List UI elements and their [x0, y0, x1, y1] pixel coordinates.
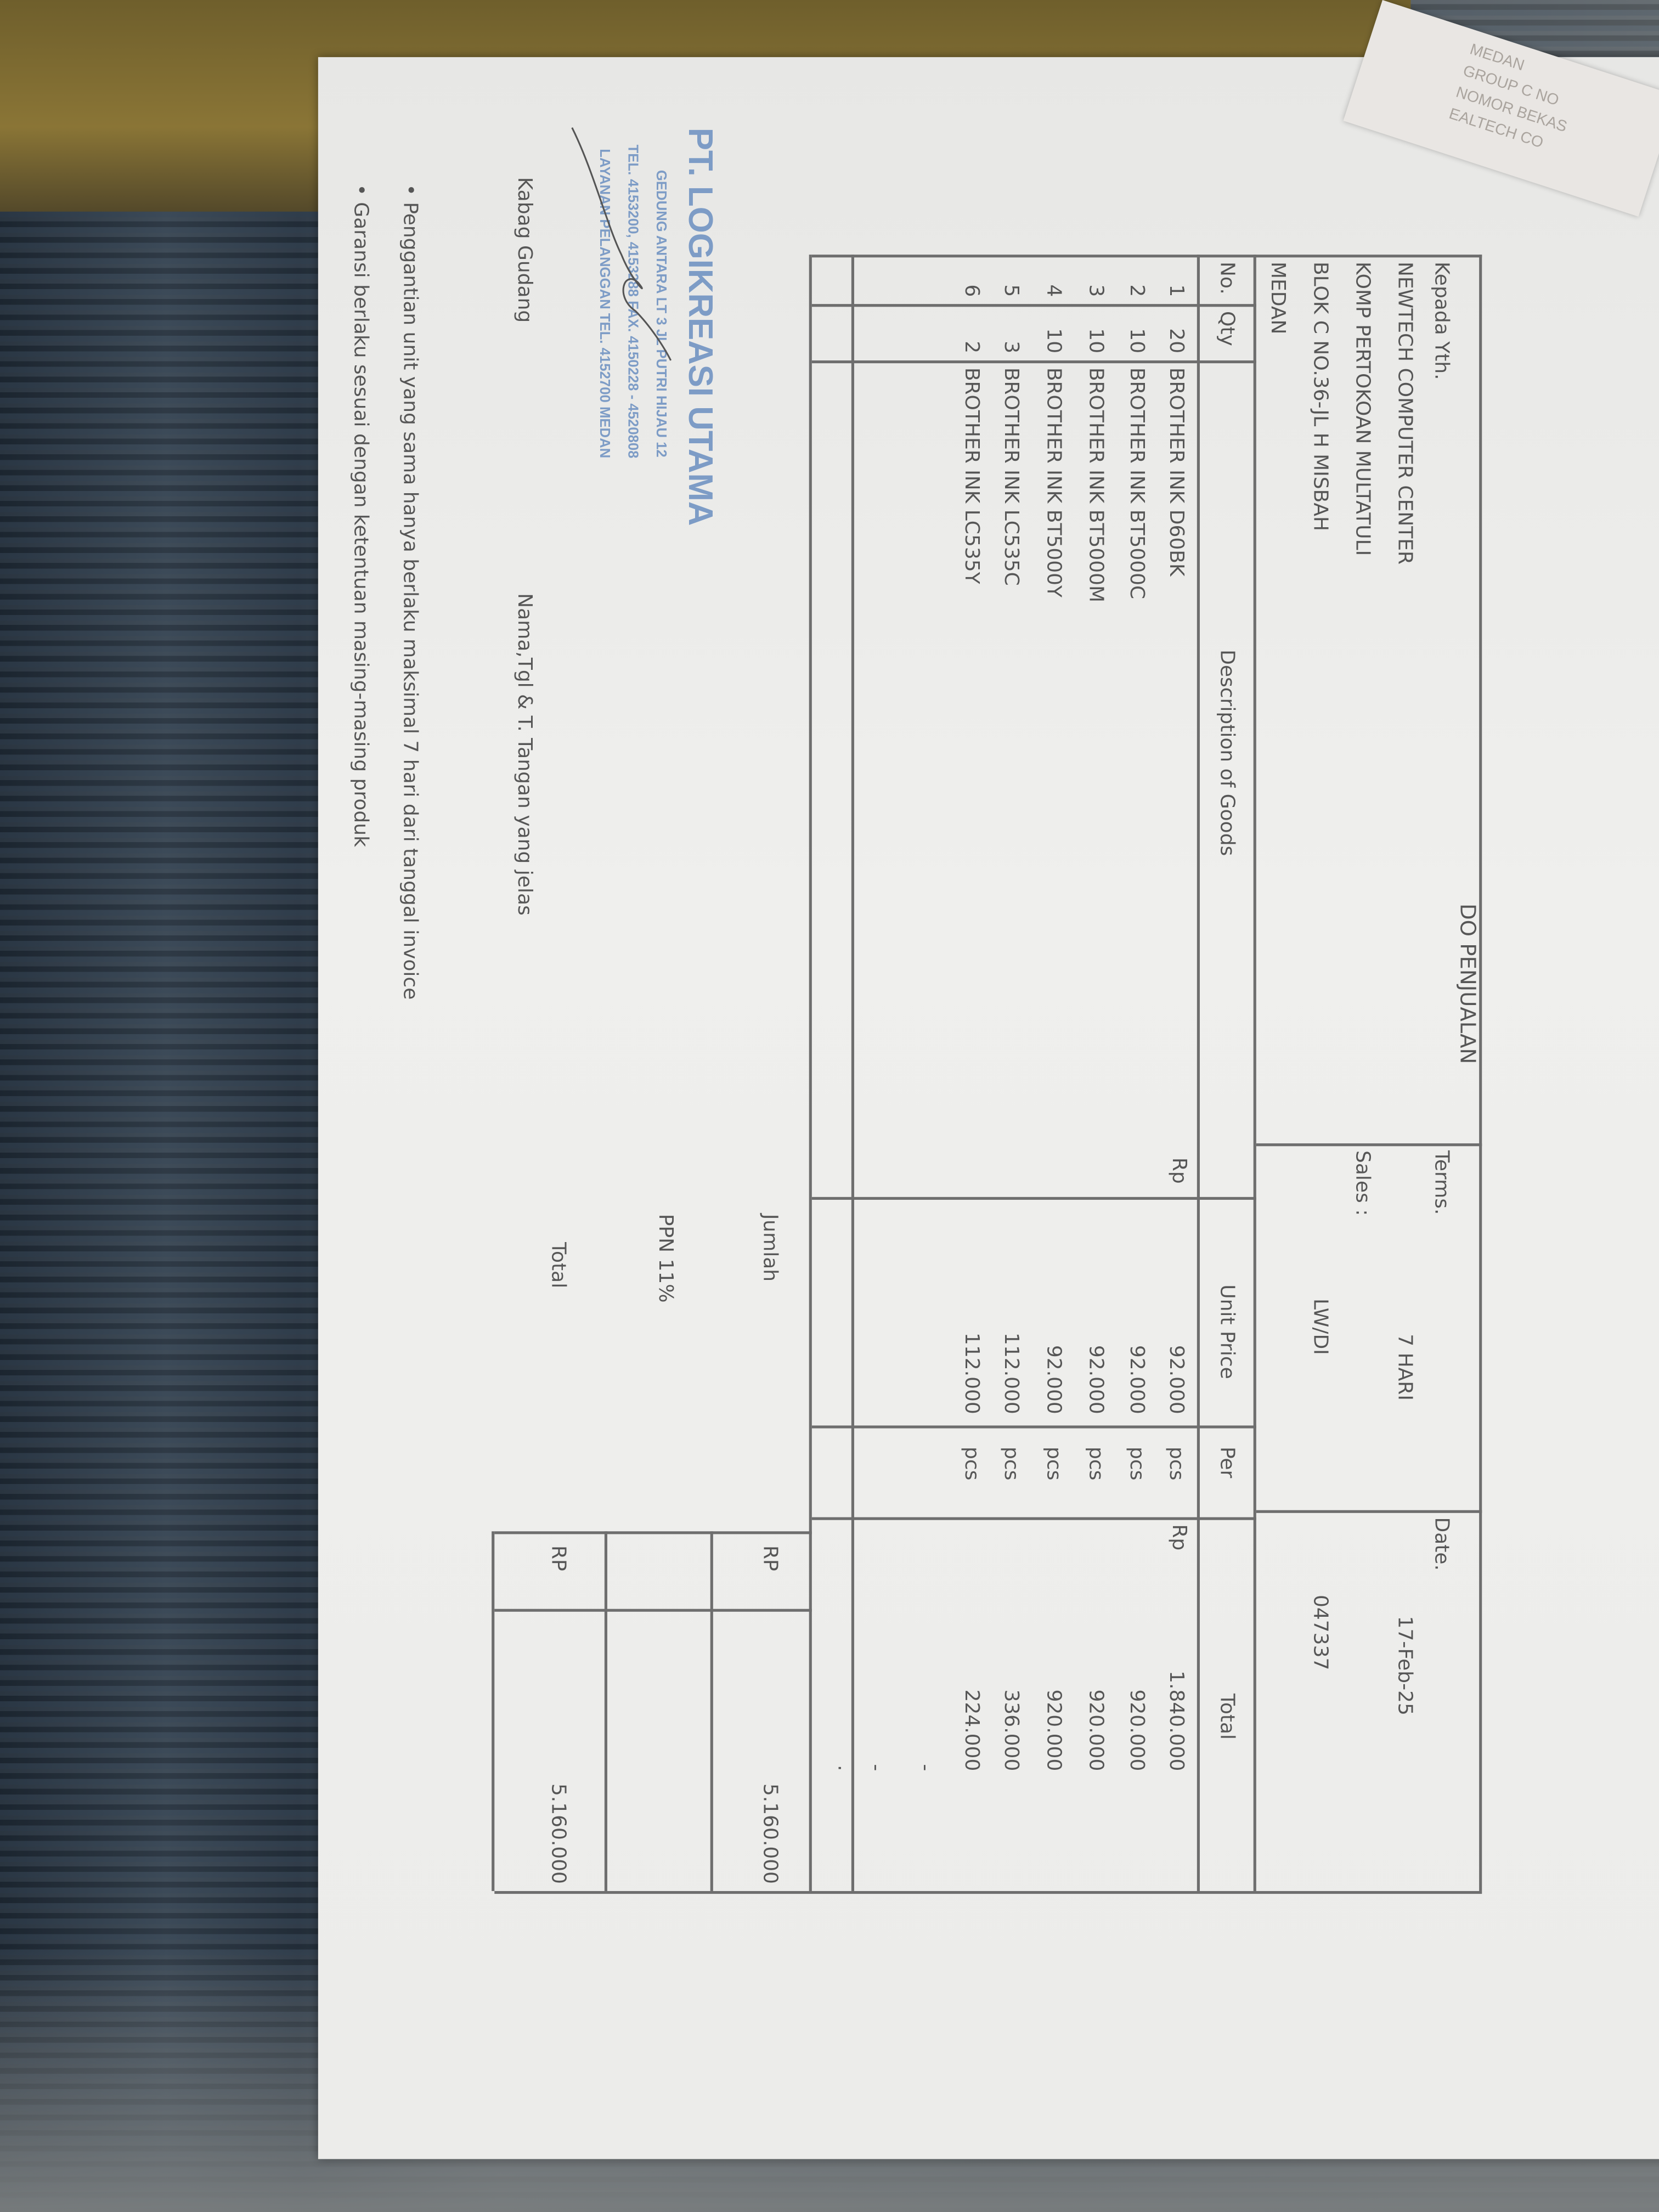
item-per: pcs: [1083, 1446, 1106, 1480]
item-unit-price: 92.000: [1083, 1344, 1106, 1414]
item-qty: 10: [1124, 328, 1147, 353]
date-value: 17-Feb-25: [1392, 1615, 1415, 1715]
signature-scribble: [571, 126, 671, 360]
item-qty: 10: [1083, 328, 1106, 353]
total-value: 5.160.000: [546, 1782, 569, 1883]
table-border: [811, 253, 1481, 256]
table-border: [493, 1890, 1481, 1893]
item-description: BROTHER INK BT5000C: [1124, 366, 1147, 599]
note-item: • Penggantian unit yang sama hanya berla…: [398, 183, 421, 1000]
bullet-icon: •: [348, 183, 371, 195]
item-total: 920.000: [1124, 1689, 1147, 1771]
note-item: • Garansi berlaku sesuai dengan ketentua…: [348, 183, 371, 847]
document-title: DO PENJUALAN: [1454, 902, 1480, 1064]
item-total: 920.000: [1041, 1689, 1064, 1771]
total-currency: RP: [546, 1544, 569, 1571]
bullet-icon: •: [398, 183, 421, 195]
recipient-line: MEDAN: [1265, 261, 1288, 334]
item-description: BROTHER INK LC535C: [998, 366, 1022, 585]
date-label: Date.: [1429, 1516, 1452, 1570]
table-divider: [809, 253, 811, 1891]
summary-border: [493, 1608, 811, 1611]
table-border: [1479, 253, 1481, 1891]
table-divider: [851, 253, 854, 1891]
item-description: BROTHER INK BT5000Y: [1041, 366, 1064, 597]
item-total: 920.000: [1083, 1689, 1106, 1771]
jumlah-value: 5.160.000: [757, 1782, 780, 1883]
sales-value: LW/DI: [1307, 1297, 1330, 1355]
item-no: 2: [1124, 284, 1147, 296]
item-no: 5: [998, 284, 1022, 296]
column-header-no: No.: [1214, 261, 1238, 294]
column-header-qty: Qty: [1214, 310, 1238, 346]
item-unit-price: 92.000: [1164, 1344, 1187, 1414]
item-description: BROTHER INK BT5000M: [1083, 366, 1106, 602]
item-qty: 10: [1041, 328, 1064, 353]
recipient-line: NEWTECH COMPUTER CENTER: [1392, 261, 1415, 564]
item-per: pcs: [1164, 1446, 1187, 1480]
summary-border: [493, 1530, 811, 1533]
note-text: Garansi berlaku sesuai dengan ketentuan …: [348, 201, 371, 847]
signature-instruction: Nama,Tgl & T. Tangan yang jelas: [512, 592, 535, 915]
item-qty: 3: [998, 340, 1022, 353]
item-no: 1: [1164, 284, 1187, 296]
recipient-label: Kepada Yth.: [1429, 261, 1452, 380]
item-per: pcs: [998, 1446, 1022, 1480]
column-divider: [811, 303, 1256, 306]
item-no: 4: [1041, 284, 1064, 296]
table-divider: [1253, 253, 1256, 1891]
column-header-description: Description of Goods: [1214, 648, 1238, 856]
item-unit-price: 92.000: [1124, 1344, 1147, 1414]
item-unit-price: 112.000: [959, 1331, 982, 1414]
item-per: pcs: [1041, 1446, 1064, 1480]
item-unit-price: 92.000: [1041, 1344, 1064, 1414]
summary-divider: [604, 1530, 607, 1891]
ppn-label: PPN 11%: [653, 1213, 676, 1302]
delivery-order-document: DO PENJUALAN Kepada Yth. NEWTECH COMPUTE…: [317, 56, 1659, 2159]
item-per: pcs: [959, 1446, 982, 1480]
recipient-line: KOMP PERTOKOAN MULTATULI: [1350, 261, 1373, 555]
item-total: 336.000: [998, 1689, 1022, 1771]
item-no: 3: [1083, 284, 1106, 296]
sales-label: Sales :: [1350, 1149, 1373, 1216]
recipient-line: BLOK C NO.36-JL H MISBAH: [1307, 261, 1330, 531]
item-total: 224.000: [959, 1689, 982, 1771]
table-divider: [1197, 253, 1199, 1891]
empty-row-mark: -: [863, 1763, 886, 1771]
jumlah-label: Jumlah: [757, 1213, 780, 1281]
item-description: BROTHER INK LC535Y: [959, 366, 982, 584]
column-divider: [811, 359, 1256, 362]
header-divider: [1255, 1142, 1481, 1145]
column-header-unit-price: Unit Price: [1214, 1283, 1238, 1379]
empty-row-mark: -: [912, 1763, 935, 1771]
column-divider: [811, 1516, 1256, 1519]
header-divider: [1255, 1509, 1481, 1512]
item-total: 1.840.000: [1164, 1669, 1187, 1771]
summary-divider: [710, 1530, 713, 1891]
currency-unit-price: Rp: [1166, 1156, 1189, 1183]
item-no: 6: [959, 284, 982, 296]
column-divider: [811, 1196, 1256, 1199]
signature-role: Kabag Gudang: [512, 176, 535, 322]
currency-total: Rp: [1166, 1523, 1189, 1550]
summary-border: [491, 1530, 494, 1891]
column-divider: [811, 1425, 1256, 1427]
terms-value: 7 HARI: [1392, 1333, 1415, 1400]
item-description: BROTHER INK D60BK: [1164, 366, 1187, 576]
empty-row-mark: .: [832, 1764, 855, 1771]
item-unit-price: 112.000: [998, 1331, 1022, 1414]
total-label: Total: [546, 1241, 569, 1288]
terms-label: Terms.: [1429, 1149, 1452, 1215]
item-qty: 20: [1164, 328, 1187, 353]
column-header-per: Per: [1214, 1446, 1238, 1478]
item-per: pcs: [1124, 1446, 1147, 1480]
document-number: 047337: [1307, 1594, 1330, 1670]
note-text: Penggantian unit yang sama hanya berlaku…: [398, 201, 421, 1000]
item-qty: 2: [959, 340, 982, 353]
jumlah-currency: RP: [757, 1544, 780, 1571]
column-header-total: Total: [1214, 1692, 1238, 1739]
